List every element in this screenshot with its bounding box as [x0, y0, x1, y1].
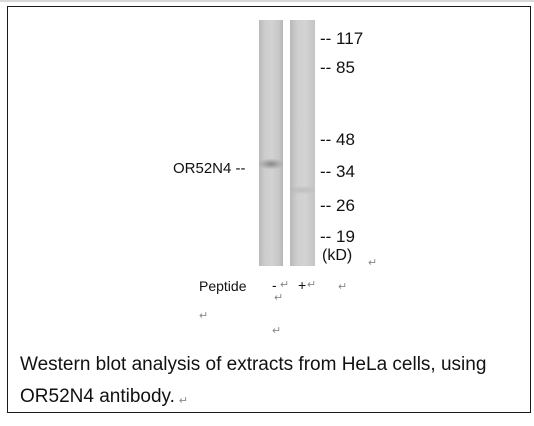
paragraph-mark-icon: ↵: [280, 279, 290, 291]
paragraph-mark-icon: ↵: [178, 395, 189, 407]
blot-lane-plus: [290, 20, 315, 266]
lane-sign-minus: -: [272, 277, 277, 293]
caption-text: Western blot analysis of extracts from H…: [20, 354, 487, 407]
marker-34: -- 34: [320, 162, 355, 181]
peptide-label: Peptide: [199, 278, 247, 294]
top-border: [0, 0, 534, 2]
protein-band: [259, 159, 283, 169]
figure-caption: Western blot analysis of extracts from H…: [20, 349, 520, 413]
unit-label: (kD): [322, 247, 353, 264]
lane-sign-plus: +: [298, 277, 307, 293]
marker-19: -- 19: [320, 227, 355, 246]
paragraph-mark-icon: ↵: [272, 325, 282, 337]
marker-85: -- 85: [320, 58, 355, 77]
marker-117: -- 117: [320, 29, 364, 48]
figure-frame: [7, 6, 531, 413]
protein-label: OR52N4 --: [173, 160, 246, 177]
paragraph-mark-icon: ↵: [307, 279, 317, 291]
faint-band: [290, 186, 315, 194]
paragraph-mark-icon: ↵: [199, 310, 209, 322]
marker-26: -- 26: [320, 196, 355, 215]
paragraph-mark-icon: ↵: [338, 281, 348, 293]
marker-48: -- 48: [320, 130, 355, 149]
paragraph-mark-icon: ↵: [274, 292, 284, 304]
paragraph-mark-icon: ↵: [368, 257, 378, 269]
blot-lane-minus: [259, 20, 283, 266]
